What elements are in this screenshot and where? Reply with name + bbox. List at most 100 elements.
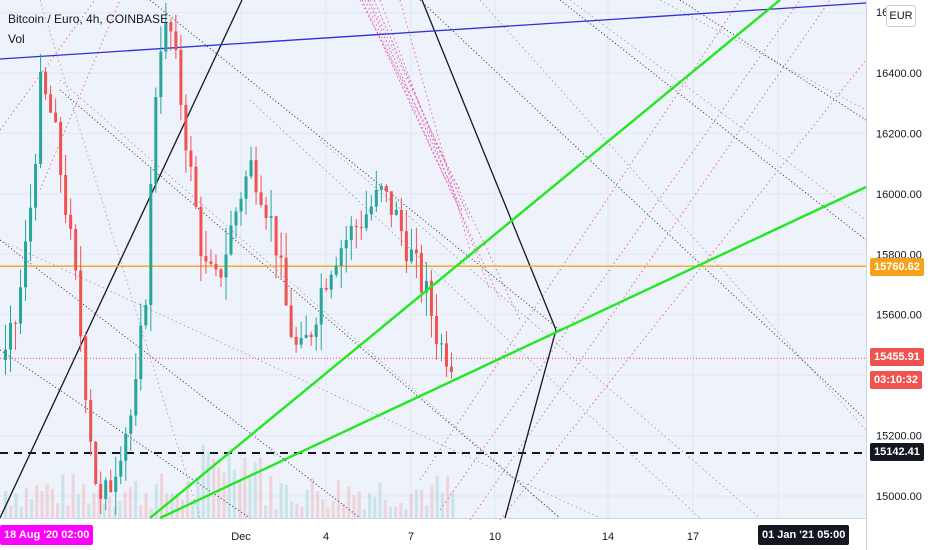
- volume-bar: [30, 499, 34, 518]
- volume-bar: [149, 508, 153, 518]
- volume-bar: [316, 491, 320, 518]
- volume-bar: [342, 503, 346, 518]
- volume-bar: [243, 457, 247, 518]
- volume-bar: [45, 484, 49, 518]
- volume-bar: [357, 491, 361, 518]
- green-trendline-steep: [149, 0, 781, 519]
- symbol-title[interactable]: Bitcoin / Euro, 4h, COINBASE: [8, 12, 169, 26]
- bull-candle: [314, 324, 318, 338]
- orange-level-badge: 15760.62: [870, 258, 924, 276]
- volume-bar: [274, 509, 278, 518]
- volume-bar: [66, 505, 70, 518]
- volume-bar: [19, 507, 23, 518]
- bear-candle: [199, 206, 203, 257]
- bull-candle: [349, 225, 353, 241]
- volume-bar: [440, 492, 444, 518]
- bear-candle: [169, 22, 173, 32]
- bear-candle: [384, 185, 388, 192]
- bar-countdown-badge: 03:10:32: [870, 371, 923, 389]
- bear-candle: [64, 174, 68, 215]
- pink-dotted-line: [499, 59, 867, 521]
- volume-bar: [238, 479, 242, 518]
- support-level-badge: 15142.41: [870, 443, 924, 461]
- bear-candle: [434, 315, 438, 345]
- bull-candle: [234, 211, 238, 226]
- volume-bar: [170, 493, 174, 518]
- time-axis-tick-label: 7: [408, 531, 414, 543]
- volume-bar: [253, 462, 257, 518]
- bull-candle: [439, 343, 443, 345]
- bull-candle: [139, 325, 143, 380]
- pink-dotted-line: [469, 0, 831, 521]
- volume-bar: [378, 482, 382, 518]
- volume-bar: [420, 489, 424, 518]
- bear-candle: [274, 216, 278, 256]
- volume-bar: [175, 492, 179, 518]
- bear-candle: [49, 94, 53, 113]
- volume-bar: [295, 503, 299, 518]
- volume-bar: [269, 475, 273, 518]
- volume-bar: [212, 458, 216, 518]
- bull-candle: [244, 176, 248, 199]
- bear-candle: [279, 255, 283, 258]
- volume-bar: [383, 499, 387, 518]
- volume-bar: [71, 473, 75, 518]
- blue-trendline: [0, 2, 867, 60]
- volume-bar: [14, 493, 18, 518]
- bull-candle: [329, 274, 333, 290]
- volume-bar: [326, 507, 330, 518]
- chart-legend: Bitcoin / Euro, 4h, COINBASE Vol: [8, 9, 168, 49]
- time-axis-tick-label: 14: [602, 531, 614, 543]
- volume-bar: [373, 497, 377, 518]
- bear-candle: [194, 166, 198, 207]
- bull-candle: [364, 214, 368, 229]
- bear-candle: [89, 400, 93, 442]
- volume-bar: [123, 492, 127, 518]
- bull-candle: [154, 97, 158, 185]
- bear-candle: [264, 205, 268, 218]
- volume-bar: [284, 484, 288, 518]
- bear-candle: [44, 71, 48, 95]
- bear-candle: [284, 257, 288, 306]
- bull-candle: [224, 254, 228, 278]
- volume-bar: [362, 509, 366, 518]
- volume-bar: [113, 506, 117, 518]
- bull-candle: [29, 207, 33, 242]
- volume-bar: [206, 451, 210, 518]
- price-axis-tick-label: 15000.00: [876, 491, 922, 503]
- volume-bar: [451, 491, 455, 518]
- bull-candle: [19, 287, 23, 324]
- bear-candle: [214, 263, 218, 270]
- bull-candle: [164, 22, 168, 52]
- black-solid-trendline: [421, 0, 557, 331]
- bear-candle: [309, 334, 313, 338]
- bear-candle: [109, 480, 113, 492]
- volume-bar: [76, 494, 80, 518]
- price-axis-tick-label: 16: [876, 7, 888, 19]
- black-dotted-trendline: [59, 89, 561, 519]
- bull-candle: [239, 198, 243, 212]
- bear-candle: [94, 441, 98, 484]
- bear-candle: [359, 227, 363, 229]
- bear-candle: [54, 112, 58, 123]
- bear-candle: [99, 483, 103, 499]
- volume-bar: [409, 493, 413, 518]
- volume-bar: [92, 493, 96, 518]
- volume-bar: [290, 501, 294, 518]
- volume-bar: [446, 476, 450, 518]
- volume-indicator-label[interactable]: Vol: [8, 32, 25, 46]
- bear-candle: [294, 336, 298, 345]
- black-dotted-trendline: [149, 0, 561, 331]
- currency-button[interactable]: EUR: [886, 5, 916, 27]
- bull-candle: [144, 304, 148, 326]
- bear-candle: [414, 249, 418, 253]
- volume-bar: [180, 499, 184, 518]
- price-axis-tick-label: 16200.00: [876, 128, 922, 140]
- volume-bar: [321, 499, 325, 518]
- bear-candle: [289, 305, 293, 337]
- volume-bar: [279, 483, 283, 518]
- bull-candle: [319, 287, 323, 325]
- volume-bar: [118, 500, 122, 518]
- black-solid-trendline: [0, 0, 243, 519]
